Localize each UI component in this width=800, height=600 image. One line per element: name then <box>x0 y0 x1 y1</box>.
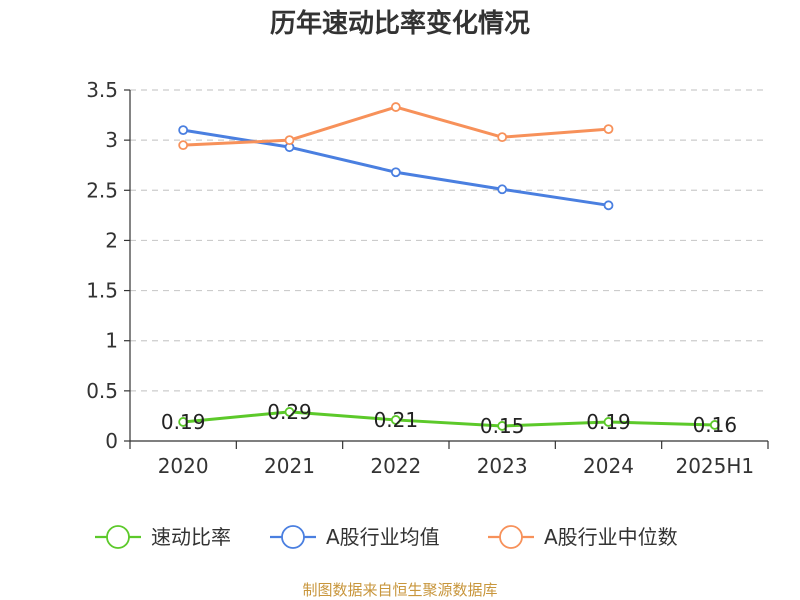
y-tick-label: 2 <box>105 228 118 252</box>
x-tick-label: 2023 <box>477 454 528 478</box>
data-label: 0.21 <box>374 408 419 432</box>
x-tick-labels: 2020 2021 2022 2023 2024 2025H1 <box>158 454 754 478</box>
data-label: 0.15 <box>480 414 525 438</box>
x-tick-label: 2024 <box>583 454 634 478</box>
series-line <box>183 410 715 428</box>
data-point <box>178 417 189 427</box>
legend-item[interactable]: A股行业均值 <box>270 525 440 549</box>
x-tick-label: 2021 <box>264 454 315 478</box>
legend-marker <box>499 525 523 549</box>
data-label: 0.19 <box>161 410 206 434</box>
legend-label: A股行业均值 <box>326 525 440 549</box>
chart-title: 历年速动比率变化情况 <box>270 8 530 39</box>
data-point <box>497 184 508 195</box>
y-tick-label: 0.5 <box>86 379 118 403</box>
data-point <box>603 200 614 211</box>
legend-item[interactable]: A股行业中位数 <box>488 525 678 549</box>
data-point <box>390 167 401 178</box>
data-point <box>603 124 614 135</box>
gridlines <box>130 89 768 392</box>
data-label: 0.29 <box>267 400 312 424</box>
data-label: 0.19 <box>586 410 631 434</box>
legend-item[interactable]: 速动比率 <box>95 525 231 549</box>
data-point <box>390 102 401 112</box>
data-point <box>284 135 295 146</box>
y-tick-labels: 0 0.5 1 1.5 2 2.5 3 3.5 <box>86 78 118 453</box>
data-labels: 0.19 0.29 0.21 0.15 0.19 0.16 <box>161 400 737 438</box>
legend-label: A股行业中位数 <box>544 525 678 549</box>
data-point <box>497 132 508 143</box>
legend-label: 速动比率 <box>151 525 231 549</box>
y-tick-label: 0 <box>105 429 118 453</box>
data-point <box>709 420 720 430</box>
x-tick-label: 2025H1 <box>675 454 754 478</box>
y-tick-label: 1.5 <box>86 279 118 303</box>
data-point <box>178 140 189 151</box>
y-tick-label: 3 <box>105 128 118 152</box>
data-point <box>178 125 189 136</box>
data-point <box>603 417 614 427</box>
legend-marker <box>106 525 130 549</box>
y-tick-label: 3.5 <box>86 78 118 102</box>
data-label: 0.16 <box>693 413 738 437</box>
legend: 速动比率 A股行业均值 A股行业中位数 <box>95 525 678 549</box>
source-note: 制图数据来自恒生聚源数据库 <box>302 581 497 599</box>
y-tick-label: 1 <box>105 329 118 353</box>
legend-marker <box>281 525 305 549</box>
data-point <box>284 407 295 417</box>
series-layer <box>178 102 720 431</box>
axes <box>124 89 769 449</box>
x-tick-label: 2020 <box>158 454 209 478</box>
data-point <box>497 421 508 431</box>
x-tick-label: 2022 <box>370 454 421 478</box>
data-point <box>390 415 401 425</box>
y-tick-label: 2.5 <box>86 178 118 202</box>
